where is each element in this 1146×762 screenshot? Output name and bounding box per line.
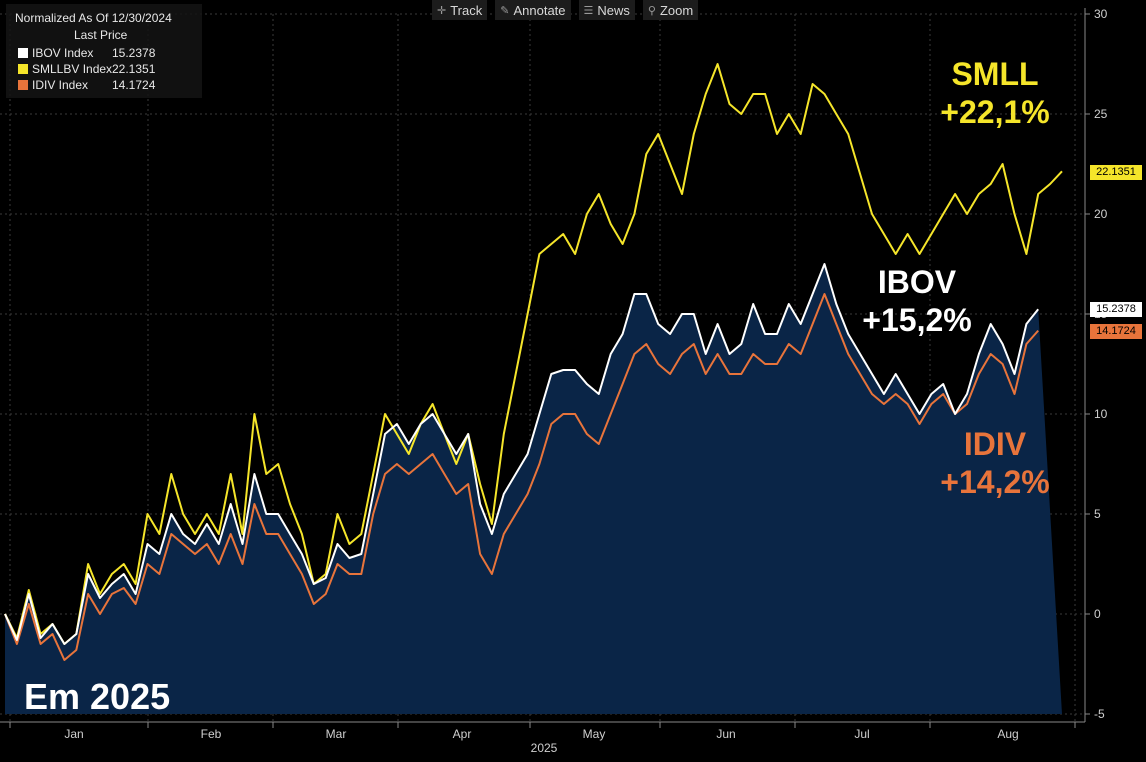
zoom-label: Zoom xyxy=(659,2,694,18)
news-button[interactable]: ☰ News xyxy=(578,0,635,20)
series-line-smllbv xyxy=(4,63,1063,645)
x-tick-label: May xyxy=(583,727,606,741)
legend-header: Normalized As Of 12/30/2024 xyxy=(15,11,172,25)
legend-item-idiv[interactable]: IDIV Index 14.1724 xyxy=(18,77,155,93)
news-icon: ☰ xyxy=(583,4,594,17)
legend-swatch xyxy=(18,80,28,90)
chart-toolbar: ✛ Track ✎ Annotate ☰ News ⚲ Zoom xyxy=(432,0,699,20)
annotation-idiv-pct: +14,2% xyxy=(940,464,1050,500)
y-tick-label: 20 xyxy=(1094,207,1108,221)
legend-item-value: 15.2378 xyxy=(112,46,156,60)
y-tick-label: 10 xyxy=(1094,407,1108,421)
legend-item-name: IDIV Index xyxy=(32,78,89,92)
track-label: Track xyxy=(450,2,483,18)
price-tag-idiv: 14.1724 xyxy=(1090,324,1142,339)
annotate-label: Annotate xyxy=(513,2,566,18)
zoom-button[interactable]: ⚲ Zoom xyxy=(642,0,699,20)
annotation-idiv: IDIV +14,2% xyxy=(920,425,1070,501)
x-tick-label: Jan xyxy=(64,727,83,741)
annotation-ibov-name: IBOV xyxy=(877,264,957,300)
series-line-ibov xyxy=(4,263,1039,645)
legend-panel: Normalized As Of 12/30/2024 Last Price I… xyxy=(6,4,202,98)
annotation-ibov-pct: +15,2% xyxy=(862,302,972,338)
legend-subheader: Last Price xyxy=(74,28,128,42)
pencil-icon: ✎ xyxy=(500,4,510,17)
series-lines xyxy=(4,63,1063,661)
magnifier-icon: ⚲ xyxy=(647,4,656,17)
x-tick-label: Jun xyxy=(716,727,735,741)
y-axis-ticks: -5051015202530 xyxy=(1085,7,1108,721)
y-tick-label: -5 xyxy=(1094,707,1105,721)
x-tick-label: Aug xyxy=(997,727,1018,741)
x-year-label: 2025 xyxy=(531,741,558,755)
annotation-smll-name: SMLL xyxy=(951,56,1039,92)
x-tick-label: Mar xyxy=(326,727,347,741)
y-tick-label: 5 xyxy=(1094,507,1101,521)
crosshair-icon: ✛ xyxy=(437,4,447,17)
x-tick-label: Apr xyxy=(453,727,472,741)
y-tick-label: 30 xyxy=(1094,7,1108,21)
annotation-idiv-name: IDIV xyxy=(963,426,1027,462)
legend-swatch xyxy=(18,64,28,74)
ibov-area-fill xyxy=(5,264,1062,714)
x-tick-label: Feb xyxy=(201,727,222,741)
x-tick-label: Jul xyxy=(854,727,869,741)
legend-item-smllbv[interactable]: SMLLBV Index22.1351 xyxy=(18,61,155,77)
legend-swatch xyxy=(18,48,28,58)
price-tag-ibov: 15.2378 xyxy=(1090,302,1142,317)
y-tick-label: 25 xyxy=(1094,107,1108,121)
legend-item-name: IBOV Index xyxy=(32,46,94,60)
series-line-idiv xyxy=(4,293,1039,661)
annotation-smll-pct: +22,1% xyxy=(940,94,1050,130)
legend-item-name: SMLLBV Index xyxy=(32,62,113,76)
news-label: News xyxy=(597,2,630,18)
price-tag-smll: 22.1351 xyxy=(1090,165,1142,180)
legend-item-value: 22.1351 xyxy=(112,62,156,76)
legend-item-value: 14.1724 xyxy=(112,78,156,92)
y-tick-label: 0 xyxy=(1094,607,1101,621)
period-label: Em 2025 xyxy=(24,676,171,717)
legend-item-ibov[interactable]: IBOV Index 15.2378 xyxy=(18,45,155,61)
annotate-button[interactable]: ✎ Annotate xyxy=(495,0,571,20)
annotation-ibov: IBOV +15,2% xyxy=(842,263,992,339)
track-button[interactable]: ✛ Track xyxy=(432,0,488,20)
annotation-smll: SMLL +22,1% xyxy=(920,55,1070,131)
x-axis-ticks: Jan Feb Mar Apr May Jun Jul Aug xyxy=(9,722,1076,741)
